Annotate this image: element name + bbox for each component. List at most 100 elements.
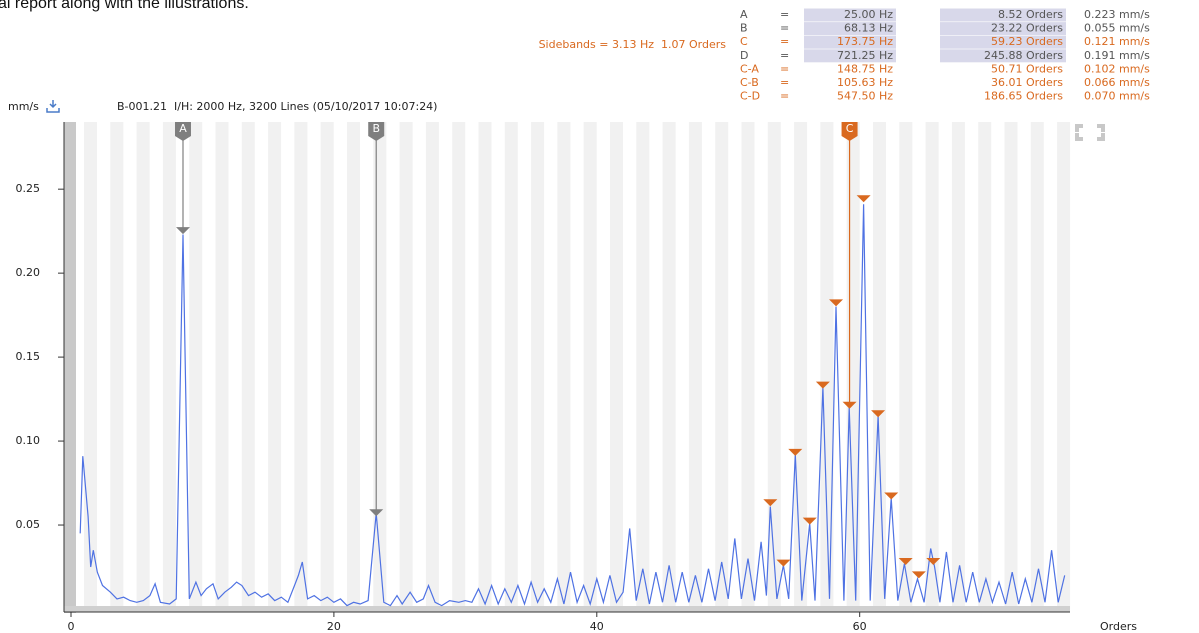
x-axis-label: Orders xyxy=(1100,620,1137,633)
orders: 59.23 Orders xyxy=(991,35,1063,48)
stripe xyxy=(767,122,781,609)
freq: 68.13 Hz xyxy=(844,22,893,35)
stripe xyxy=(1030,122,1044,609)
equals: = xyxy=(780,90,789,103)
stripe xyxy=(241,122,255,609)
peak-marker xyxy=(829,299,844,307)
stripe xyxy=(399,122,413,609)
stripe xyxy=(557,122,571,609)
download-icon[interactable] xyxy=(46,100,60,113)
peak-marker xyxy=(763,499,778,507)
amplitude: 0.070 mm/s xyxy=(1084,90,1150,103)
cell-highlight xyxy=(804,22,896,36)
equals: = xyxy=(780,62,789,75)
readout: A = 25.00 Hz 8.52 Orders 0.223 mm/s B = 68.13 H… xyxy=(740,8,1150,103)
stripe xyxy=(320,122,334,609)
y-unit: mm/s xyxy=(8,100,39,113)
left-bar xyxy=(64,122,76,613)
caption: al report along with the illustrations. xyxy=(0,0,249,12)
amplitude: 0.223 mm/s xyxy=(1084,8,1150,21)
freq: 25.00 Hz xyxy=(844,8,893,21)
peak-marker xyxy=(802,517,817,525)
stripe xyxy=(425,122,439,609)
stripe xyxy=(583,122,597,609)
stripe xyxy=(110,122,124,609)
stripe xyxy=(610,122,623,609)
equals: = xyxy=(780,35,789,48)
stripe xyxy=(84,122,97,609)
cursor-name: B xyxy=(740,22,748,35)
cursor-name: C-D xyxy=(740,90,760,103)
stripe xyxy=(688,122,702,609)
stripe xyxy=(741,122,755,609)
amplitude: 0.191 mm/s xyxy=(1084,49,1150,62)
orders: 36.01 Orders xyxy=(991,76,1063,89)
cursor-name: A xyxy=(740,8,748,21)
orders: 8.52 Orders xyxy=(998,8,1063,21)
y-tick-label: 0.10 xyxy=(16,434,41,447)
expand-glyph[interactable] xyxy=(1075,124,1105,141)
orders: 50.71 Orders xyxy=(991,62,1063,75)
peak-marker xyxy=(871,410,886,418)
cursor-name: D xyxy=(740,49,748,62)
cursor-name: C-A xyxy=(740,62,759,75)
cell-highlight xyxy=(940,35,1066,49)
equals: = xyxy=(780,22,789,35)
stripe xyxy=(1057,122,1071,609)
header-text: B-001.21 I/H: 2000 Hz, 3200 Lines (05/10… xyxy=(117,100,437,113)
cursor-label: C xyxy=(846,122,854,135)
cursor-flag xyxy=(368,122,385,141)
amplitude: 0.102 mm/s xyxy=(1084,62,1150,75)
stripe xyxy=(162,122,176,609)
freq: 173.75 Hz xyxy=(837,35,893,48)
plot: 0.05 0.10 0.15 0.20 0.25 0 20 40 60 Orders A B C xyxy=(16,122,1137,633)
cursor-name: C xyxy=(740,35,748,48)
amplitude: 0.055 mm/s xyxy=(1084,22,1150,35)
cell-highlight xyxy=(804,49,896,63)
cursor-label: A xyxy=(179,122,187,135)
peak-marker xyxy=(926,557,941,565)
stripe xyxy=(636,122,650,609)
y-tick-label: 0.25 xyxy=(16,182,41,195)
peak-marker xyxy=(788,448,803,456)
stripe xyxy=(873,122,886,609)
equals: = xyxy=(780,76,789,89)
orders: 186.65 Orders xyxy=(984,90,1063,103)
peak-marker xyxy=(815,381,830,389)
equals: = xyxy=(780,8,789,21)
sidebands: Sidebands = 3.13 Hz 1.07 Orders xyxy=(539,38,727,51)
stripe xyxy=(794,122,808,609)
x-tick-label: 20 xyxy=(327,620,341,633)
peak-marker xyxy=(776,559,791,567)
freq: 105.63 Hz xyxy=(837,76,893,89)
amplitude: 0.121 mm/s xyxy=(1084,35,1150,48)
stripe xyxy=(504,122,518,609)
bottom-bar xyxy=(64,606,1070,612)
stripe xyxy=(951,122,965,609)
orders: 245.88 Orders xyxy=(984,49,1063,62)
orders: 23.22 Orders xyxy=(991,22,1063,35)
stripe xyxy=(925,122,939,609)
expand-icon[interactable] xyxy=(1075,124,1105,141)
icon-glyph[interactable] xyxy=(46,100,60,113)
spectrum-line xyxy=(79,204,1066,607)
stripe xyxy=(268,122,282,609)
stripe xyxy=(478,122,492,609)
x-tick-label: 40 xyxy=(590,620,604,633)
x-tick-label: 60 xyxy=(853,620,867,633)
peak-marker xyxy=(175,227,190,235)
cursor-name: C-B xyxy=(740,76,759,89)
y-tick-label: 0.15 xyxy=(16,350,41,363)
stripe xyxy=(215,122,229,609)
cell-highlight xyxy=(940,49,1066,63)
stripe xyxy=(189,122,203,609)
cursor-flag xyxy=(174,122,191,141)
peak-marker xyxy=(884,492,899,500)
y-tick-label: 0.05 xyxy=(16,518,41,531)
stripe xyxy=(899,122,913,609)
stripe xyxy=(1004,122,1018,609)
cell-highlight xyxy=(940,8,1066,22)
freq: 547.50 Hz xyxy=(837,90,893,103)
